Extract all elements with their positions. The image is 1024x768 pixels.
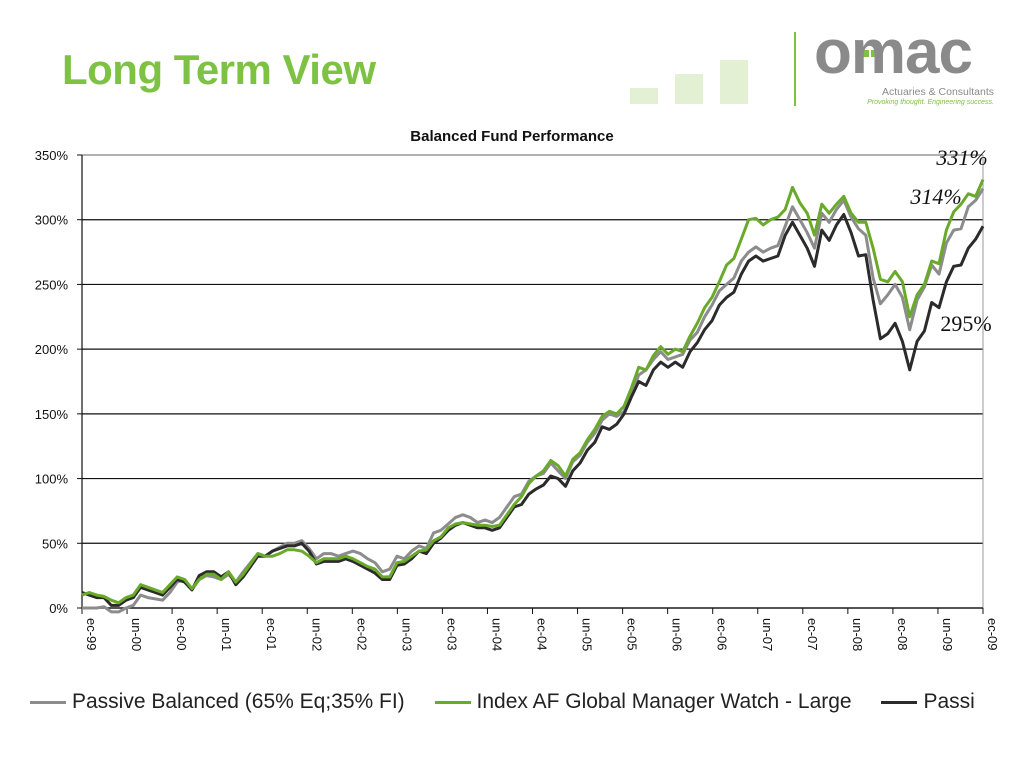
y-tick-label: 50% <box>42 536 68 551</box>
decorative-bar-small <box>630 88 658 104</box>
x-tick-label: un-03 <box>399 618 414 651</box>
decorative-bar-medium <box>675 74 703 104</box>
x-tick-label: un-02 <box>309 618 324 651</box>
legend-item-passive-balanced: Passive Balanced (65% Eq;35% FI) <box>30 690 405 714</box>
data-label: 314% <box>909 184 961 209</box>
x-tick-label: ec-06 <box>715 618 730 651</box>
legend-label: Passive Balanced (65% Eq;35% FI) <box>72 690 405 714</box>
chart-legend: Passive Balanced (65% Eq;35% FI) Index A… <box>30 690 1024 720</box>
decorative-bar-large <box>720 60 748 104</box>
y-tick-label: 100% <box>35 472 69 487</box>
data-label: 295% <box>940 311 991 336</box>
x-tick-label: ec-01 <box>264 618 279 651</box>
x-tick-label: un-01 <box>219 618 234 651</box>
logo-dots-icon <box>862 44 880 62</box>
annotation-layer: 331% 314% 295% <box>909 145 991 336</box>
legend-item-third-series: Passi <box>881 690 975 714</box>
x-axis: ec-99 un-00 ec-00 un-01 ec-01 un-02 ec-02 un-03… <box>81 607 1000 651</box>
x-tick-label: ec-04 <box>535 618 550 651</box>
x-tick-label: ec-08 <box>895 618 910 651</box>
balanced-fund-chart: Balanced Fund Performance 0% 50% 100% 150% 2… <box>35 128 1000 651</box>
page-title: Long Term View <box>62 46 376 93</box>
y-tick-label: 150% <box>35 407 69 422</box>
x-tick-label: un-05 <box>580 618 595 651</box>
data-label: 331% <box>935 145 987 170</box>
x-tick-label: un-09 <box>940 618 955 651</box>
x-tick-label: un-00 <box>129 618 144 651</box>
legend-swatch <box>881 701 918 705</box>
chart-title: Balanced Fund Performance <box>410 128 613 145</box>
series-line-3 <box>81 213 985 607</box>
y-tick-label: 250% <box>35 277 69 292</box>
x-tick-label: ec-09 <box>985 618 1000 651</box>
legend-swatch <box>434 701 471 705</box>
y-tick-label: 300% <box>35 213 69 228</box>
x-tick-label: ec-05 <box>625 618 640 651</box>
x-tick-label: un-07 <box>760 618 775 651</box>
logo-tagline: Provoking thought. Engineering success. <box>867 99 994 106</box>
logo-divider <box>794 32 796 106</box>
legend-label: Index AF Global Manager Watch - Large <box>476 690 852 714</box>
x-tick-label: ec-03 <box>444 618 459 651</box>
x-tick-label: un-06 <box>670 618 685 651</box>
logo-subtitle: Actuaries & Consultants <box>881 86 994 98</box>
legend-item-index-af: Index AF Global Manager Watch - Large <box>434 690 852 714</box>
y-tick-label: 200% <box>35 342 69 357</box>
y-axis: 0% 50% 100% 150% 200% 250% 300% 350% <box>35 148 83 616</box>
legend-swatch <box>30 701 66 705</box>
y-tick-label: 350% <box>35 148 69 163</box>
x-tick-label: ec-99 <box>84 618 99 651</box>
x-tick-label: ec-02 <box>354 618 369 651</box>
series-layer <box>81 179 985 614</box>
y-tick-label: 0% <box>49 601 68 616</box>
x-tick-label: ec-00 <box>174 618 189 651</box>
x-tick-label: un-04 <box>489 618 504 651</box>
logo: omac <box>814 18 973 87</box>
series-line-1 <box>82 187 985 614</box>
x-tick-label: un-08 <box>850 618 865 651</box>
series-line-2 <box>81 179 985 605</box>
legend-label: Passi <box>923 690 975 714</box>
x-tick-label: ec-07 <box>805 618 820 651</box>
